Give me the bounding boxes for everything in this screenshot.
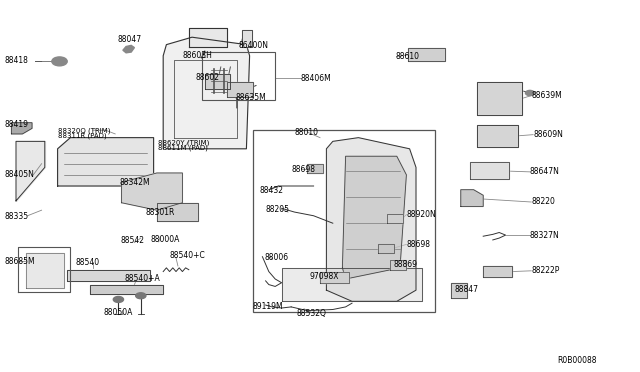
Text: 88327N: 88327N	[530, 231, 559, 240]
Text: 88047: 88047	[117, 35, 141, 44]
Text: 88540+A: 88540+A	[125, 274, 161, 283]
Text: 88342M: 88342M	[119, 178, 150, 187]
Text: 88222P: 88222P	[531, 266, 559, 275]
Polygon shape	[16, 141, 45, 201]
Circle shape	[113, 296, 124, 302]
Text: 88006: 88006	[264, 253, 289, 262]
Polygon shape	[342, 156, 406, 279]
Polygon shape	[282, 268, 422, 301]
Text: 88847: 88847	[454, 285, 479, 294]
Text: 88335: 88335	[4, 212, 29, 221]
Polygon shape	[163, 37, 250, 149]
Text: 88320Q (TRIM): 88320Q (TRIM)	[58, 128, 110, 134]
Polygon shape	[227, 82, 253, 97]
Text: 88647N: 88647N	[530, 167, 560, 176]
Text: 88635M: 88635M	[236, 93, 266, 102]
Polygon shape	[461, 190, 483, 206]
Bar	[253, 130, 435, 312]
Text: 88405N: 88405N	[4, 170, 35, 179]
Text: 88432: 88432	[259, 186, 284, 195]
Polygon shape	[189, 28, 227, 46]
Text: 88611M (PAD): 88611M (PAD)	[158, 145, 208, 151]
Polygon shape	[408, 48, 445, 61]
Text: 88532Q: 88532Q	[296, 309, 326, 318]
Text: 88311R (PAD): 88311R (PAD)	[58, 132, 106, 139]
Text: 88220: 88220	[531, 198, 555, 206]
Text: 88610: 88610	[396, 52, 420, 61]
Text: R0B00088: R0B00088	[557, 356, 596, 365]
Text: 88540+C: 88540+C	[170, 251, 205, 260]
Circle shape	[136, 293, 146, 299]
Text: 88418: 88418	[4, 56, 28, 65]
Polygon shape	[90, 285, 163, 294]
Polygon shape	[67, 270, 150, 281]
Text: 88869: 88869	[394, 260, 418, 269]
Polygon shape	[26, 253, 64, 288]
Polygon shape	[242, 30, 252, 46]
Text: 88620Y (TRIM): 88620Y (TRIM)	[158, 140, 209, 147]
Text: 88419: 88419	[4, 120, 29, 129]
Polygon shape	[477, 82, 522, 115]
Text: 88698: 88698	[291, 165, 315, 174]
Polygon shape	[205, 74, 230, 89]
Polygon shape	[320, 272, 349, 283]
Text: 97098X: 97098X	[309, 272, 339, 280]
Text: 88685M: 88685M	[4, 257, 35, 266]
Text: 88000A: 88000A	[150, 235, 180, 244]
Polygon shape	[307, 164, 323, 173]
Polygon shape	[157, 203, 198, 221]
Text: 88050A: 88050A	[104, 308, 133, 317]
Text: 89119M: 89119M	[253, 302, 284, 311]
Bar	[202, 52, 275, 100]
Polygon shape	[387, 214, 403, 223]
Text: 88542: 88542	[120, 236, 145, 245]
Polygon shape	[470, 162, 509, 179]
Polygon shape	[122, 173, 182, 210]
Polygon shape	[58, 138, 154, 186]
Text: 88609N: 88609N	[533, 130, 563, 139]
Polygon shape	[123, 45, 134, 53]
Polygon shape	[12, 123, 32, 134]
Polygon shape	[451, 283, 467, 298]
Text: 88603H: 88603H	[182, 51, 212, 60]
Text: 88698: 88698	[406, 240, 430, 249]
Polygon shape	[477, 125, 518, 147]
Text: 88920N: 88920N	[406, 210, 436, 219]
Text: 88406M: 88406M	[301, 74, 332, 83]
Text: 88205: 88205	[266, 205, 289, 214]
Polygon shape	[483, 266, 512, 277]
Text: 88639M: 88639M	[531, 91, 562, 100]
Text: 86400N: 86400N	[239, 41, 269, 50]
Polygon shape	[378, 244, 394, 253]
Circle shape	[525, 90, 534, 96]
Text: 88540: 88540	[76, 258, 100, 267]
Polygon shape	[326, 138, 416, 301]
Polygon shape	[390, 260, 406, 270]
Text: 88010: 88010	[294, 128, 319, 137]
Text: 88301R: 88301R	[146, 208, 175, 217]
Text: 88602: 88602	[196, 73, 220, 81]
Circle shape	[52, 57, 67, 66]
